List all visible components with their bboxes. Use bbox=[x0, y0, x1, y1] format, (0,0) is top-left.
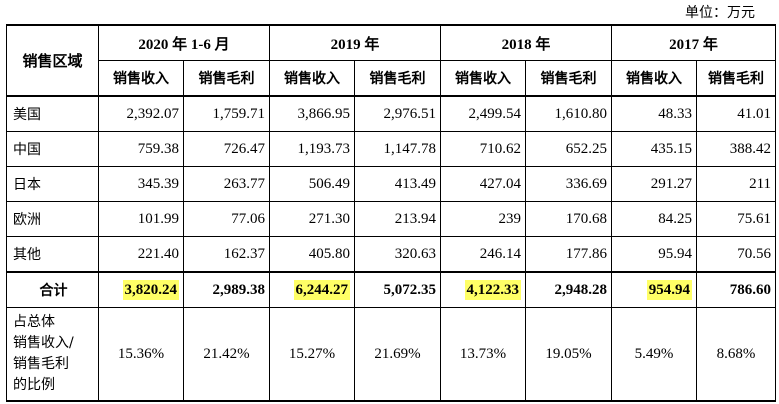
total-value-cell: 6,244.27 bbox=[269, 271, 355, 308]
year-header-row: 销售区域 2020 年 1-6 月 2019 年 2018 年 2017 年 bbox=[6, 24, 777, 97]
value-cell: 2,392.07 bbox=[98, 95, 184, 132]
ratio-cell: 21.69% bbox=[353, 307, 442, 402]
region-cell: 日本 bbox=[6, 166, 99, 202]
value-cell: 77.06 bbox=[183, 201, 270, 237]
value-cell: 710.62 bbox=[440, 131, 527, 167]
total-value-cell: 786.60 bbox=[696, 271, 777, 308]
value-cell: 1,147.78 bbox=[353, 131, 442, 167]
value-cell: 1,759.71 bbox=[183, 95, 270, 132]
ratio-cell: 13.73% bbox=[440, 307, 527, 402]
year-header: 2018 年 bbox=[440, 24, 613, 61]
total-value-cell: 5,072.35 bbox=[353, 271, 442, 308]
value-cell: 506.49 bbox=[269, 166, 355, 202]
value-cell: 246.14 bbox=[440, 236, 527, 273]
value-cell: 177.86 bbox=[525, 236, 613, 273]
value-cell: 388.42 bbox=[696, 131, 777, 167]
total-value-cell: 2,989.38 bbox=[183, 271, 270, 308]
table-row: 美国 2,392.07 1,759.71 3,866.95 2,976.51 2… bbox=[6, 95, 777, 132]
value-cell: 263.77 bbox=[183, 166, 270, 202]
highlighted-total-revenue: 954.94 bbox=[646, 279, 693, 300]
value-cell: 2,976.51 bbox=[353, 95, 442, 132]
highlighted-total-revenue: 4,122.33 bbox=[464, 279, 522, 300]
value-cell: 1,193.73 bbox=[269, 131, 355, 167]
revenue-header: 销售收入 bbox=[611, 60, 698, 97]
ratio-label-line: 销售收入/ bbox=[13, 335, 74, 351]
value-cell: 726.47 bbox=[183, 131, 270, 167]
value-cell: 435.15 bbox=[611, 131, 698, 167]
revenue-header: 销售收入 bbox=[440, 60, 527, 97]
value-cell: 41.01 bbox=[696, 95, 777, 132]
value-cell: 70.56 bbox=[696, 236, 777, 273]
revenue-header: 销售收入 bbox=[269, 60, 355, 97]
value-cell: 336.69 bbox=[525, 166, 613, 202]
total-label: 合计 bbox=[6, 271, 99, 308]
ratio-cell: 19.05% bbox=[525, 307, 613, 402]
ratio-cell: 5.49% bbox=[611, 307, 698, 402]
table-row: 日本 345.39 263.77 506.49 413.49 427.04 33… bbox=[6, 166, 777, 202]
region-cell: 欧洲 bbox=[6, 201, 99, 237]
region-cell: 美国 bbox=[6, 95, 99, 132]
ratio-row: 占总体 销售收入/ 销售毛利 的比例 15.36% 21.42% 15.27% … bbox=[6, 307, 777, 402]
ratio-cell: 21.42% bbox=[183, 307, 270, 402]
table-row: 欧洲 101.99 77.06 271.30 213.94 239 170.68… bbox=[6, 201, 777, 237]
sales-region-table: 销售区域 2020 年 1-6 月 2019 年 2018 年 2017 年 销… bbox=[6, 24, 777, 402]
value-cell: 75.61 bbox=[696, 201, 777, 237]
ratio-cell: 8.68% bbox=[696, 307, 777, 402]
region-column-header: 销售区域 bbox=[6, 24, 99, 97]
profit-header: 销售毛利 bbox=[183, 60, 270, 97]
year-header: 2019 年 bbox=[268, 24, 442, 61]
table-row: 其他 221.40 162.37 405.80 320.63 246.14 17… bbox=[6, 236, 777, 273]
ratio-label-line: 的比例 bbox=[13, 377, 55, 393]
value-cell: 239 bbox=[440, 201, 527, 237]
ratio-cell: 15.36% bbox=[98, 307, 184, 402]
profit-header: 销售毛利 bbox=[525, 60, 613, 97]
value-cell: 170.68 bbox=[525, 201, 613, 237]
highlighted-total-revenue: 3,820.24 bbox=[122, 279, 179, 300]
value-cell: 213.94 bbox=[353, 201, 442, 237]
value-cell: 101.99 bbox=[98, 201, 184, 237]
value-cell: 271.30 bbox=[269, 201, 355, 237]
value-cell: 84.25 bbox=[611, 201, 698, 237]
value-cell: 211 bbox=[696, 166, 777, 202]
value-cell: 427.04 bbox=[440, 166, 527, 202]
total-value-cell: 954.94 bbox=[611, 271, 698, 308]
value-cell: 221.40 bbox=[98, 236, 184, 273]
total-value-cell: 2,948.28 bbox=[525, 271, 613, 308]
value-cell: 48.33 bbox=[611, 95, 698, 132]
region-cell: 其他 bbox=[6, 236, 99, 273]
ratio-label-line: 占总体 bbox=[13, 314, 55, 330]
total-value-cell: 3,820.24 bbox=[98, 271, 184, 308]
value-cell: 652.25 bbox=[525, 131, 613, 167]
total-row: 合计 3,820.24 2,989.38 6,244.27 5,072.35 4… bbox=[6, 271, 777, 308]
value-cell: 320.63 bbox=[353, 236, 442, 273]
year-header: 2017 年 bbox=[611, 24, 777, 61]
total-value-cell: 4,122.33 bbox=[440, 271, 527, 308]
value-cell: 1,610.80 bbox=[525, 95, 613, 132]
metric-header-row: 销售收入 销售毛利 销售收入 销售毛利 销售收入 销售毛利 销售收入 销售毛利 bbox=[7, 60, 777, 97]
profit-header: 销售毛利 bbox=[696, 60, 777, 97]
ratio-label: 占总体 销售收入/ 销售毛利 的比例 bbox=[6, 307, 99, 402]
value-cell: 413.49 bbox=[353, 166, 442, 202]
revenue-header: 销售收入 bbox=[98, 60, 184, 97]
value-cell: 291.27 bbox=[611, 166, 698, 202]
value-cell: 345.39 bbox=[98, 166, 184, 202]
ratio-label-line: 销售毛利 bbox=[13, 356, 69, 372]
highlighted-total-revenue: 6,244.27 bbox=[293, 279, 350, 300]
value-cell: 95.94 bbox=[611, 236, 698, 273]
value-cell: 2,499.54 bbox=[440, 95, 527, 132]
year-header: 2020 年 1-6 月 bbox=[98, 24, 270, 61]
table-row: 中国 759.38 726.47 1,193.73 1,147.78 710.6… bbox=[6, 131, 777, 167]
unit-label: 单位：万元 bbox=[685, 5, 755, 21]
region-cell: 中国 bbox=[6, 131, 99, 167]
value-cell: 162.37 bbox=[183, 236, 270, 273]
value-cell: 759.38 bbox=[98, 131, 184, 167]
profit-header: 销售毛利 bbox=[353, 60, 442, 97]
value-cell: 405.80 bbox=[269, 236, 355, 273]
ratio-cell: 15.27% bbox=[269, 307, 355, 402]
value-cell: 3,866.95 bbox=[269, 95, 355, 132]
